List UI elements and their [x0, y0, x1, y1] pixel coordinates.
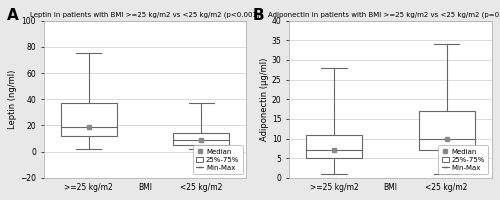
Title: Leptin in patients with BMI >=25 kg/m2 vs <25 kg/m2 (p<0.001): Leptin in patients with BMI >=25 kg/m2 v… [30, 11, 260, 18]
Bar [418, 111, 475, 150]
Legend: Median, 25%-75%, Min-Max: Median, 25%-75%, Min-Max [438, 145, 488, 174]
Y-axis label: Leptin (ng/ml): Leptin (ng/ml) [8, 70, 18, 129]
Text: B: B [252, 8, 264, 23]
Bar [60, 103, 117, 136]
Legend: Median, 25%-75%, Min-Max: Median, 25%-75%, Min-Max [193, 145, 243, 174]
Bar [173, 133, 230, 145]
Title: Adiponectin in patients with BMI >=25 kg/m2 vs <25 kg/m2 (p=0.02): Adiponectin in patients with BMI >=25 kg… [268, 11, 500, 18]
Text: A: A [8, 8, 19, 23]
Y-axis label: Adiponectin (μg/ml): Adiponectin (μg/ml) [260, 58, 269, 141]
Bar [306, 135, 362, 158]
